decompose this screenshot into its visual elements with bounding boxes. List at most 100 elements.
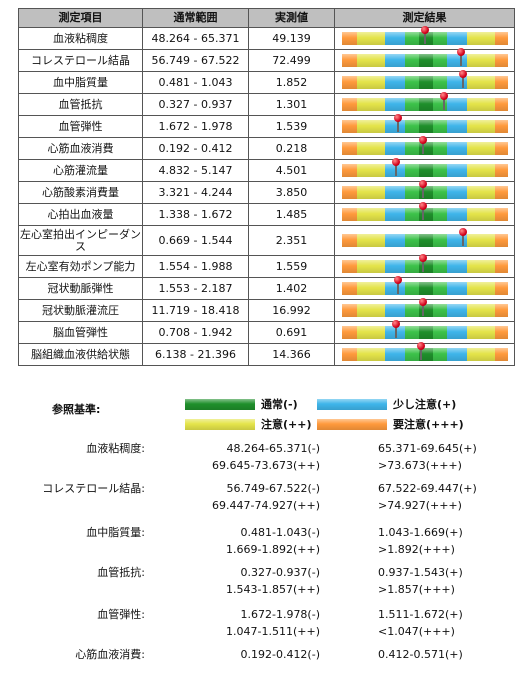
result-gauge	[341, 320, 508, 339]
table-row: 脳血管弾性 0.708 - 1.942 0.691	[18, 320, 515, 344]
cell-range: 3.321 - 4.244	[142, 181, 249, 204]
pin-needle	[421, 187, 424, 198]
gauge-segment	[341, 98, 357, 111]
reference-range: 67.522-69.447(+)	[378, 482, 477, 495]
cell-item: 心筋灌流量	[18, 159, 143, 182]
legend-entry-normal: 通常(-)	[185, 396, 298, 412]
cell-value: 4.501	[248, 159, 335, 182]
legend-label-caution: 注意(++)	[261, 418, 312, 431]
gauge-segment	[466, 98, 495, 111]
gauge-segment	[418, 32, 433, 45]
result-gauge	[341, 92, 508, 111]
cell-result	[334, 342, 515, 366]
table-row: 心筋灌流量 4.832 - 5.147 4.501	[18, 158, 515, 182]
reference-range: 0.192-0.412(-)	[240, 648, 320, 661]
table-row: 血液粘稠度 48.264 - 65.371 49.139	[18, 26, 515, 50]
table-row: 冠状動脈灌流圧 11.719 - 18.418 16.992	[18, 298, 515, 322]
pin-needle	[396, 283, 399, 294]
table-header-row: 測定項目 通常範囲 実測値 測定結果	[18, 8, 515, 28]
gauge-segment	[356, 164, 385, 177]
gauge-segment	[404, 304, 419, 317]
reference-c1: 0.327-0.937(-) 1.543-1.857(++)	[206, 564, 320, 598]
gauge-segment	[341, 348, 357, 361]
gauge-segment	[466, 260, 495, 273]
marker-pin-icon	[417, 298, 429, 318]
cell-result	[334, 276, 515, 300]
reference-range: 65.371-69.645(+)	[378, 442, 477, 455]
cell-value: 72.499	[248, 49, 335, 72]
gauge-segment	[404, 260, 419, 273]
reference-range: 0.481-1.043(-)	[240, 526, 320, 539]
pin-head	[393, 276, 402, 284]
table-row: 左心室有効ポンプ能力 1.554 - 1.988 1.559	[18, 254, 515, 278]
table-row: 血中脂質量 0.481 - 1.043 1.852	[18, 70, 515, 94]
reference-range: 0.937-1.543(+)	[378, 566, 463, 579]
marker-pin-icon	[417, 180, 429, 200]
reference-c1: 56.749-67.522(-) 69.447-74.927(++)	[206, 480, 320, 514]
legend-entry-warning: 要注意(+++)	[317, 416, 464, 432]
pin-head	[393, 114, 402, 122]
gauge-bar	[341, 304, 508, 317]
cell-result	[334, 298, 515, 322]
reference-c2: 0.937-1.543(+) >1.857(+++)	[378, 564, 463, 598]
gauge-segment	[418, 282, 433, 295]
gauge-segment	[466, 234, 495, 247]
cell-range: 0.327 - 0.937	[142, 93, 249, 116]
legend-label-warning: 要注意(+++)	[393, 418, 464, 431]
cell-range: 0.669 - 1.544	[142, 225, 249, 256]
gauge-segment	[341, 304, 357, 317]
cell-result	[334, 254, 515, 278]
gauge-bar	[341, 32, 508, 45]
gauge-bar	[341, 76, 508, 89]
cell-value: 2.351	[248, 225, 335, 256]
gauge-segment	[432, 164, 447, 177]
pin-needle	[421, 305, 424, 316]
reference-name: 血中脂質量:	[86, 526, 145, 539]
header-range: 通常範囲	[142, 8, 249, 28]
marker-pin-icon	[392, 276, 404, 296]
result-gauge	[341, 342, 508, 361]
gauge-segment	[494, 76, 508, 89]
table-row: 冠状動脈弾性 1.553 - 2.187 1.402	[18, 276, 515, 300]
gauge-segment	[494, 282, 508, 295]
gauge-segment	[404, 54, 419, 67]
cell-value: 1.539	[248, 115, 335, 138]
pin-head	[458, 228, 467, 236]
reference-c2: 1.511-1.672(+) <1.047(+++)	[378, 606, 463, 640]
gauge-segment	[494, 348, 508, 361]
gauge-segment	[446, 260, 467, 273]
table-row: 血管弾性 1.672 - 1.978 1.539	[18, 114, 515, 138]
gauge-bar	[341, 186, 508, 199]
gauge-segment	[446, 120, 467, 133]
gauge-segment	[384, 32, 405, 45]
cell-item: 心拍出血液量	[18, 203, 143, 226]
header-item: 測定項目	[18, 8, 143, 28]
legend-entry-slight: 少し注意(+)	[317, 396, 456, 412]
pin-needle	[395, 165, 398, 176]
gauge-bar	[341, 98, 508, 111]
cell-item: 血中脂質量	[18, 71, 143, 94]
result-gauge	[341, 202, 508, 221]
table-row: 血管抵抗 0.327 - 0.937 1.301	[18, 92, 515, 116]
gauge-segment	[404, 348, 419, 361]
table-body: 血液粘稠度 48.264 - 65.371 49.139 コレステロール結晶 56.74…	[18, 26, 515, 366]
gauge-segment	[404, 120, 419, 133]
gauge-segment	[418, 326, 433, 339]
gauge-segment	[341, 54, 357, 67]
cell-result	[334, 320, 515, 344]
gauge-segment	[494, 164, 508, 177]
reference-c1: 0.481-1.043(-) 1.669-1.892(++)	[206, 524, 320, 558]
pin-needle	[461, 235, 464, 246]
gauge-segment	[466, 32, 495, 45]
marker-pin-icon	[417, 136, 429, 156]
marker-pin-icon	[419, 26, 431, 46]
cell-range: 1.554 - 1.988	[142, 255, 249, 278]
gauge-segment	[404, 208, 419, 221]
reference-range: >1.892(+++)	[378, 543, 455, 556]
cell-item: 心筋酸素消費量	[18, 181, 143, 204]
pin-head	[457, 48, 466, 56]
gauge-segment	[418, 98, 433, 111]
cell-item: 冠状動脈灌流圧	[18, 299, 143, 322]
legend-title: 参照基準:	[52, 403, 101, 416]
cell-result	[334, 158, 515, 182]
